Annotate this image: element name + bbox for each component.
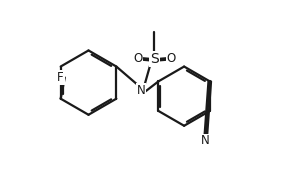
Text: O: O [167, 52, 176, 64]
Text: F: F [57, 71, 64, 84]
Text: S: S [150, 52, 159, 66]
Text: O: O [133, 52, 142, 64]
Text: N: N [201, 135, 210, 148]
Text: N: N [137, 84, 145, 97]
